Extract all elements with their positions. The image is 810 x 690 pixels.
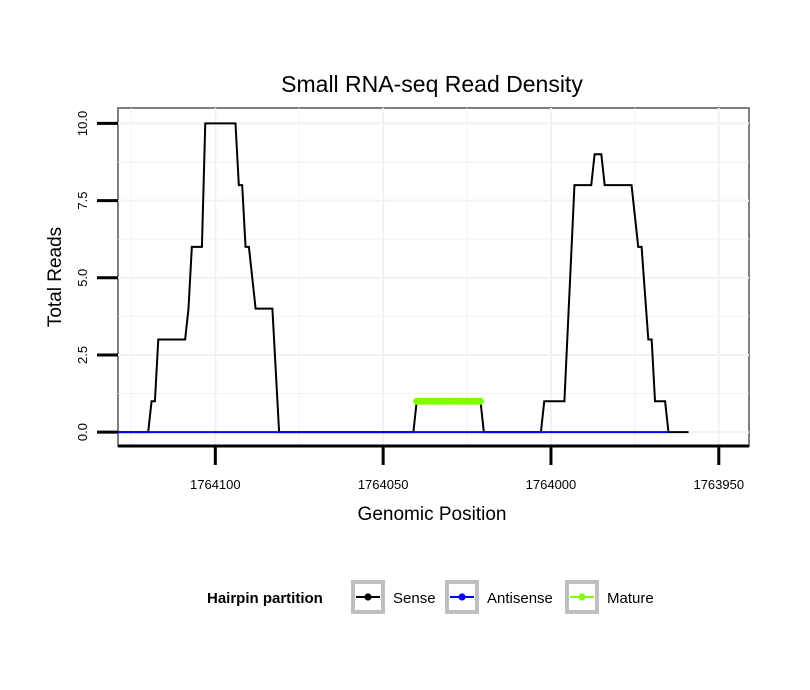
y-tick-label: 0.0 <box>75 423 90 441</box>
legend-title: Hairpin partition <box>207 590 323 607</box>
x-tick-label: 1764050 <box>358 477 409 492</box>
antisense-legend-label: Antisense <box>487 590 553 607</box>
antisense-legend-marker <box>458 593 466 601</box>
x-axis-label: Genomic Position <box>358 504 507 525</box>
mature-data-point <box>476 397 485 405</box>
x-axis: 1764100 1764050 1764000 1763950 <box>118 444 749 492</box>
y-tick-label: 2.5 <box>75 346 90 364</box>
y-tick-label: 7.5 <box>75 192 90 210</box>
sense-legend-marker <box>364 593 372 601</box>
x-tick-label: 1763950 <box>693 477 744 492</box>
x-tick-label: 1764100 <box>190 477 241 492</box>
y-axis: 0.0 2.5 5.0 7.5 10.0 <box>75 111 118 441</box>
sense-legend-label: Sense <box>393 590 436 607</box>
y-axis-label: Total Reads <box>45 227 66 327</box>
series-layer <box>118 122 689 434</box>
y-tick-label: 10.0 <box>75 111 90 136</box>
mature-legend-marker <box>578 593 586 601</box>
y-tick-label: 5.0 <box>75 269 90 287</box>
legend: Hairpin partition Sense Antisense Mature <box>207 580 654 614</box>
legend-entries: Sense Antisense Mature <box>351 580 654 614</box>
mature-legend-label: Mature <box>607 590 654 607</box>
chart-title: Small RNA-seq Read Density <box>281 71 583 97</box>
x-tick-label: 1764000 <box>526 477 577 492</box>
